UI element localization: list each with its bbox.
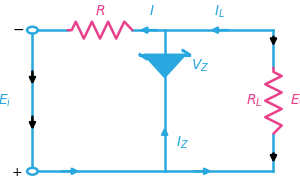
Text: $I$: $I$	[148, 4, 154, 18]
Text: $R_L$: $R_L$	[246, 93, 262, 109]
Polygon shape	[144, 55, 185, 77]
Text: $V_Z$: $V_Z$	[191, 58, 209, 74]
Text: $E_i$: $E_i$	[0, 93, 12, 109]
Text: $-$: $-$	[12, 22, 24, 36]
Text: $I_Z$: $I_Z$	[176, 135, 189, 151]
Text: $E_0$: $E_0$	[290, 93, 300, 109]
Text: $R$: $R$	[95, 4, 105, 18]
Text: $+$: $+$	[11, 166, 22, 179]
Circle shape	[28, 27, 37, 33]
Circle shape	[28, 168, 37, 174]
Text: $I_L$: $I_L$	[214, 3, 225, 20]
